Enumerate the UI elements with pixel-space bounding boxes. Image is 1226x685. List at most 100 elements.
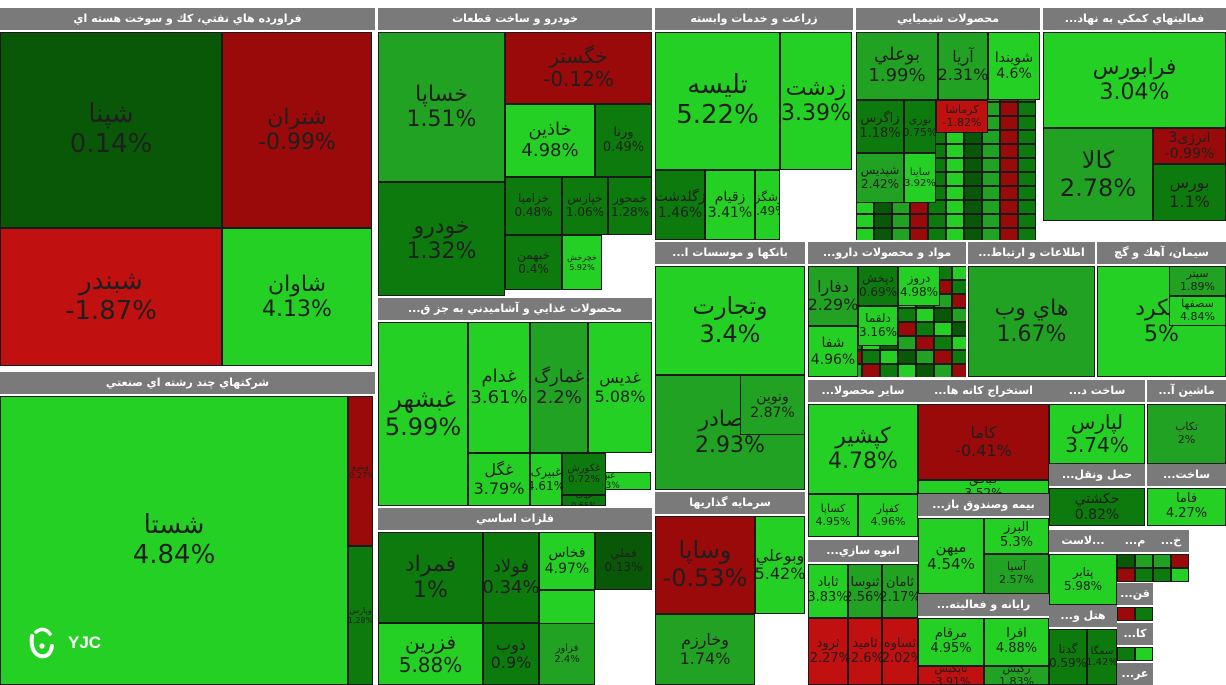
stock-tile[interactable]: غبیرک4.61% [530, 453, 562, 506]
minor-stock-tile[interactable] [1117, 607, 1135, 621]
stock-tile[interactable]: سصفها 4.84% [1169, 296, 1226, 326]
minor-stock-tile[interactable] [982, 130, 1000, 144]
stock-tile[interactable]: وتجارت 3.4% [655, 266, 805, 375]
stock-tile[interactable]: غکورش 0.72% [562, 453, 606, 495]
minor-stock-tile[interactable] [982, 158, 1000, 172]
minor-stock-tile[interactable] [892, 214, 910, 228]
minor-stock-tile[interactable] [946, 172, 964, 186]
stock-tile[interactable]: شفا 4.96% [808, 326, 858, 377]
stock-tile[interactable]: زدشت 3.39% [780, 32, 852, 170]
minor-stock-tile[interactable] [1135, 607, 1153, 621]
stock-tile[interactable]: كالا 2.78% [1043, 128, 1153, 221]
stock-tile[interactable]: خساپا 1.51% [378, 32, 505, 182]
minor-stock-tile[interactable] [916, 336, 934, 350]
minor-stock-tile[interactable] [982, 144, 1000, 158]
minor-stock-tile[interactable] [1135, 554, 1153, 568]
minor-stock-tile[interactable] [1000, 130, 1018, 144]
minor-stock-tile[interactable] [862, 350, 880, 364]
stock-tile[interactable]: فولاد 0.34% [483, 532, 539, 623]
minor-stock-tile[interactable] [1000, 116, 1018, 130]
minor-stock-tile[interactable] [964, 228, 982, 240]
stock-tile[interactable]: رکیش 1.83% [984, 666, 1049, 685]
minor-stock-tile[interactable] [1117, 554, 1135, 568]
minor-stock-tile[interactable] [928, 228, 946, 240]
stock-tile[interactable]: فملي 0.13% [595, 532, 652, 590]
stock-tile[interactable]: فخاس 4.97% [539, 532, 595, 590]
stock-tile[interactable]: البرز 5.3% [984, 518, 1049, 554]
stock-tile[interactable]: فزرين 5.88% [378, 623, 483, 685]
minor-stock-tile[interactable] [934, 336, 952, 350]
stock-tile[interactable]: دفارا 2.29% [808, 266, 858, 326]
stock-tile[interactable]: کساپا 4.95% [808, 494, 858, 537]
stock-tile[interactable]: فمراد 1% [378, 532, 483, 623]
stock-tile[interactable]: غپاک 0.65% [562, 495, 606, 506]
stock-tile[interactable]: ورنا 0.49% [595, 104, 652, 177]
stock-tile[interactable]: خپارس 1.06% [562, 177, 608, 235]
stock-tile[interactable]: ذوب 0.9% [483, 623, 539, 685]
minor-stock-tile[interactable] [1135, 647, 1153, 661]
stock-tile[interactable]: شپديس 2.42% [856, 153, 904, 203]
stock-tile[interactable]: فزاور 2.4% [539, 623, 595, 685]
minor-stock-tile[interactable] [1000, 172, 1018, 186]
stock-tile[interactable]: خزامیا 0.48% [505, 177, 562, 235]
stock-tile[interactable]: خودرو 1.32% [378, 182, 505, 296]
stock-tile[interactable]: ساینا 3.92% [904, 153, 936, 203]
stock-tile[interactable]: كبافق3.52% [918, 480, 1049, 494]
stock-tile[interactable]: غبشهر 5.99% [378, 322, 468, 506]
stock-tile[interactable]: ميهن 4.54% [918, 518, 984, 594]
minor-stock-tile[interactable] [964, 172, 982, 186]
minor-stock-tile[interactable] [898, 350, 916, 364]
minor-stock-tile[interactable] [1018, 186, 1036, 200]
minor-stock-tile[interactable] [952, 322, 966, 336]
minor-stock-tile[interactable] [952, 308, 966, 322]
minor-stock-tile[interactable] [952, 294, 966, 308]
minor-stock-tile[interactable] [1018, 200, 1036, 214]
minor-stock-tile[interactable] [1171, 554, 1189, 568]
stock-tile[interactable]: غمارگ 2.2% [530, 322, 588, 453]
stock-tile[interactable]: لپارس 3.74% [1049, 404, 1145, 464]
stock-tile[interactable]: شبندر -1.87% [0, 228, 222, 366]
stock-tile[interactable]: کفپار 4.96% [858, 494, 918, 537]
minor-stock-tile[interactable] [928, 200, 946, 214]
minor-stock-tile[interactable] [982, 214, 1000, 228]
minor-stock-tile[interactable] [1117, 647, 1135, 661]
minor-stock-tile[interactable] [982, 228, 1000, 240]
minor-stock-tile[interactable] [880, 364, 898, 377]
minor-stock-tile[interactable] [1018, 144, 1036, 158]
minor-stock-tile[interactable] [916, 308, 934, 322]
stock-tile[interactable]: ثساوه-2.02% [882, 618, 918, 685]
stock-tile[interactable]: پتاير 5.98% [1049, 554, 1117, 605]
minor-stock-tile[interactable] [1135, 568, 1153, 582]
stock-tile[interactable]: زقيام 3.41% [705, 170, 755, 240]
stock-tile[interactable]: وخارزم 1.74% [655, 614, 755, 685]
minor-stock-tile[interactable] [856, 228, 874, 240]
minor-stock-tile[interactable] [952, 266, 966, 280]
minor-stock-tile[interactable] [982, 186, 1000, 200]
stock-tile[interactable]: وساپا -0.53% [655, 516, 755, 614]
minor-stock-tile[interactable] [934, 322, 952, 336]
stock-tile[interactable]: ثامید -2.6% [848, 618, 882, 685]
stock-tile[interactable]: دروز 4.98% [898, 266, 940, 306]
stock-tile[interactable]: ونوين 2.87% [740, 375, 805, 435]
stock-tile[interactable]: افرا 4.88% [984, 618, 1049, 666]
stock-tile[interactable]: نوری 0.75% [904, 100, 936, 153]
stock-tile[interactable]: کرماشا -1.82% [936, 100, 988, 133]
minor-stock-tile[interactable] [880, 350, 898, 364]
stock-tile[interactable]: آريا 2.31% [938, 32, 988, 100]
minor-stock-tile[interactable] [898, 336, 916, 350]
minor-stock-tile[interactable] [946, 228, 964, 240]
minor-stock-tile[interactable] [1018, 214, 1036, 228]
minor-stock-tile[interactable] [1117, 568, 1135, 582]
minor-stock-tile[interactable] [1153, 568, 1171, 582]
minor-stock-tile[interactable] [964, 158, 982, 172]
minor-stock-tile[interactable] [964, 144, 982, 158]
minor-stock-tile[interactable] [916, 322, 934, 336]
stock-tile[interactable]: خگستر -0.12% [505, 32, 652, 104]
minor-stock-tile[interactable] [982, 172, 1000, 186]
minor-stock-tile[interactable] [928, 214, 946, 228]
stock-tile[interactable]: فرابورس 3.04% [1043, 32, 1226, 128]
minor-stock-tile[interactable] [1018, 228, 1036, 240]
minor-stock-tile[interactable] [856, 214, 874, 228]
stock-tile[interactable]: فاما 4.27% [1147, 488, 1226, 526]
stock-tile[interactable]: تليسه 5.22% [655, 32, 780, 170]
